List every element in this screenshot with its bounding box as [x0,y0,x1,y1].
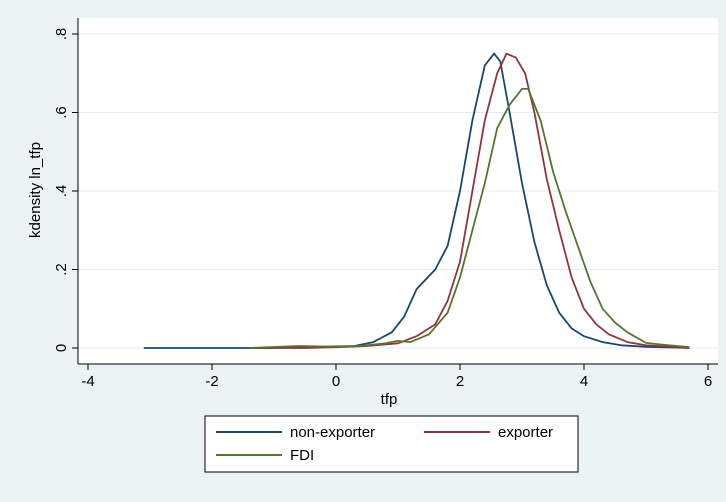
series-line-fdi [249,88,690,349]
y-tick-label: .4 [53,185,70,198]
legend-label-non-exporter: non-exporter [290,424,375,441]
y-tick-label: .6 [53,106,70,119]
x-tick-label: -4 [81,373,94,390]
series-lines [143,52,690,349]
y-tick-label: .2 [53,263,70,276]
x-tick-label: 0 [332,373,340,390]
x-tick-label: -2 [205,373,218,390]
x-tick-label: 4 [580,373,588,390]
legend-box [204,415,579,473]
legend-label-fdi: FDI [290,447,314,464]
legend-label-exporter: exporter [498,424,553,441]
ticks: 0 .2 .4 .6 .8 -4 -2 0 2 4 6 [53,28,712,390]
y-tick-label: 0 [53,344,70,352]
y-tick-label: .8 [53,28,70,41]
x-axis-label: tfp [381,391,398,408]
series-line-exporter [249,52,690,349]
legend: non-exporter exporter FDI [204,415,579,473]
y-axis-label: kdensity ln_tfp [27,142,44,238]
x-tick-label: 2 [456,373,464,390]
x-tick-label: 6 [704,373,712,390]
